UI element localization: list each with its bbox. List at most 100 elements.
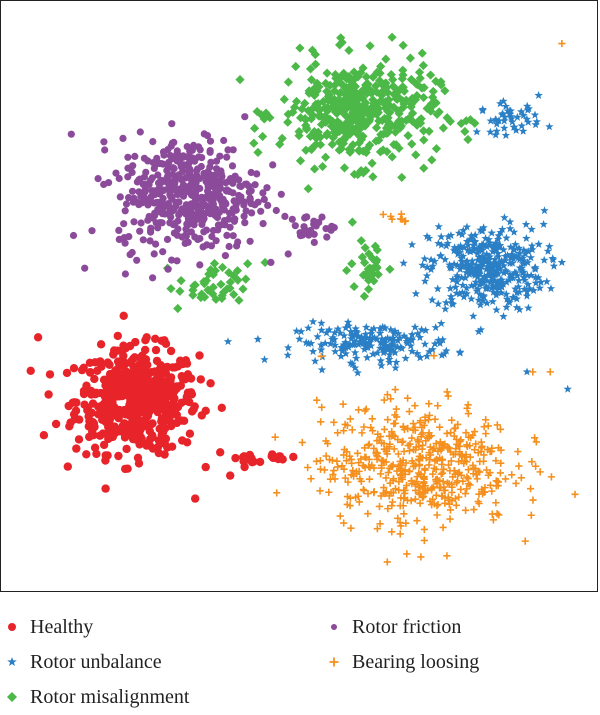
- point-rotor-misalignment: [289, 102, 300, 112]
- point-rotor-misalignment: [398, 65, 408, 75]
- point-healthy: [119, 311, 128, 320]
- point-rotor-unbalance: [528, 245, 537, 254]
- point-rotor-misalignment: [407, 116, 418, 126]
- point-rotor-misalignment: [383, 106, 393, 116]
- point-rotor-misalignment: [339, 127, 350, 137]
- point-rotor-friction: [231, 215, 239, 223]
- point-rotor-misalignment: [217, 262, 228, 273]
- point-rotor-unbalance: [499, 245, 508, 254]
- point-rotor-misalignment: [381, 54, 391, 64]
- circle-marker-icon: [4, 619, 20, 635]
- point-rotor-unbalance: [493, 249, 503, 257]
- point-rotor-unbalance: [489, 263, 498, 272]
- point-rotor-misalignment: [339, 68, 349, 78]
- point-rotor-misalignment: [427, 155, 437, 165]
- point-rotor-misalignment: [376, 61, 386, 72]
- point-rotor-friction: [246, 237, 254, 245]
- point-rotor-misalignment: [380, 97, 391, 107]
- point-rotor-misalignment: [303, 106, 313, 116]
- point-rotor-unbalance: [454, 228, 464, 237]
- point-rotor-friction: [176, 185, 184, 193]
- point-rotor-misalignment: [375, 68, 385, 78]
- point-rotor-unbalance: [498, 109, 507, 118]
- point-rotor-friction: [122, 200, 131, 208]
- point-rotor-friction: [204, 173, 212, 181]
- point-rotor-unbalance: [308, 317, 318, 326]
- point-rotor-unbalance: [365, 338, 375, 347]
- point-rotor-unbalance: [494, 252, 503, 261]
- point-rotor-unbalance: [442, 298, 451, 307]
- point-bearing-loosing: [402, 519, 410, 527]
- point-healthy: [99, 407, 108, 416]
- point-rotor-misalignment: [356, 236, 366, 246]
- point-rotor-friction: [160, 151, 168, 159]
- point-rotor-friction: [222, 179, 230, 187]
- point-rotor-unbalance: [518, 253, 528, 262]
- point-rotor-unbalance: [341, 323, 350, 332]
- point-rotor-friction: [251, 181, 259, 189]
- point-bearing-loosing: [370, 444, 378, 453]
- point-healthy: [189, 405, 198, 414]
- point-rotor-misalignment: [325, 114, 335, 124]
- point-bearing-loosing: [318, 403, 326, 411]
- point-rotor-unbalance: [383, 345, 392, 354]
- point-rotor-misalignment: [383, 113, 393, 123]
- point-rotor-unbalance: [420, 276, 430, 285]
- point-healthy: [141, 355, 151, 364]
- point-rotor-misalignment: [407, 139, 417, 149]
- point-bearing-loosing: [452, 479, 461, 487]
- point-bearing-loosing: [354, 406, 363, 414]
- point-bearing-loosing: [343, 500, 351, 509]
- point-rotor-unbalance: [505, 259, 515, 267]
- point-rotor-unbalance: [356, 337, 365, 346]
- point-rotor-friction: [154, 171, 162, 179]
- point-healthy: [137, 393, 147, 403]
- point-rotor-unbalance: [499, 261, 508, 270]
- point-rotor-misalignment: [358, 63, 368, 73]
- point-rotor-unbalance: [385, 357, 394, 366]
- point-rotor-friction: [223, 231, 231, 239]
- point-rotor-unbalance: [462, 258, 471, 266]
- point-bearing-loosing: [495, 511, 503, 519]
- point-bearing-loosing: [391, 411, 399, 419]
- point-rotor-misalignment: [381, 103, 391, 113]
- point-healthy: [146, 434, 155, 444]
- point-rotor-unbalance: [521, 249, 530, 258]
- point-bearing-loosing: [382, 447, 390, 455]
- point-healthy: [44, 390, 53, 399]
- point-rotor-misalignment: [312, 78, 322, 89]
- point-bearing-loosing: [347, 471, 355, 479]
- point-rotor-unbalance: [469, 311, 478, 320]
- point-rotor-unbalance: [534, 239, 543, 248]
- point-rotor-unbalance: [462, 237, 472, 245]
- point-bearing-loosing: [398, 438, 406, 446]
- point-rotor-unbalance: [488, 247, 497, 256]
- point-bearing-loosing: [357, 455, 365, 463]
- point-healthy: [92, 388, 101, 397]
- point-healthy: [84, 422, 94, 431]
- point-rotor-misalignment: [440, 86, 450, 96]
- diamond-marker-icon: [4, 689, 20, 705]
- point-rotor-misalignment: [431, 76, 441, 86]
- point-rotor-friction: [188, 191, 196, 199]
- point-rotor-misalignment: [426, 99, 436, 109]
- point-rotor-misalignment: [352, 95, 363, 105]
- point-rotor-friction: [125, 194, 133, 202]
- point-rotor-unbalance: [494, 116, 504, 125]
- point-rotor-misalignment: [216, 279, 226, 289]
- point-healthy: [113, 364, 122, 373]
- point-rotor-unbalance: [420, 339, 430, 348]
- point-rotor-unbalance: [484, 235, 493, 244]
- point-bearing-loosing: [434, 402, 442, 410]
- point-bearing-loosing: [446, 467, 454, 475]
- point-rotor-unbalance: [399, 258, 408, 267]
- point-rotor-unbalance: [325, 325, 334, 334]
- point-rotor-friction: [128, 187, 137, 195]
- point-bearing-loosing: [316, 457, 324, 465]
- point-healthy: [139, 379, 148, 388]
- point-bearing-loosing: [437, 446, 445, 454]
- point-rotor-unbalance: [505, 298, 514, 307]
- point-healthy: [125, 409, 134, 418]
- point-rotor-unbalance: [502, 302, 511, 311]
- point-rotor-unbalance: [406, 341, 415, 350]
